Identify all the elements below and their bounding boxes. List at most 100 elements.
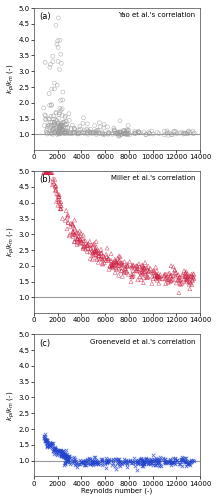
- Point: [47, 90, 51, 98]
- Point: [136, 458, 140, 466]
- Point: [100, 457, 104, 465]
- Point: [140, 457, 144, 465]
- Point: [170, 275, 174, 283]
- Point: [45, 436, 49, 444]
- Point: [96, 458, 100, 466]
- Point: [131, 272, 135, 280]
- Point: [103, 253, 106, 261]
- Point: [53, 128, 56, 136]
- Point: [117, 264, 120, 272]
- Point: [64, 124, 68, 132]
- Point: [148, 456, 151, 464]
- Point: [49, 168, 53, 176]
- Point: [117, 458, 120, 466]
- Point: [58, 447, 61, 455]
- Point: [163, 456, 167, 464]
- Point: [123, 265, 127, 273]
- Point: [85, 125, 89, 133]
- Point: [95, 458, 98, 466]
- Point: [44, 168, 47, 176]
- Point: [63, 118, 66, 126]
- Point: [173, 269, 177, 277]
- Point: [52, 446, 55, 454]
- Point: [95, 460, 98, 468]
- Point: [50, 85, 53, 93]
- Point: [146, 273, 150, 281]
- Point: [121, 272, 124, 280]
- Point: [179, 455, 182, 463]
- Point: [64, 454, 68, 462]
- Point: [42, 434, 45, 442]
- Point: [136, 456, 140, 464]
- Point: [62, 461, 66, 469]
- Point: [135, 262, 139, 270]
- Point: [151, 462, 155, 469]
- Point: [59, 205, 62, 213]
- Point: [46, 168, 49, 176]
- Point: [143, 264, 146, 272]
- Point: [59, 448, 62, 456]
- Point: [155, 458, 158, 466]
- Point: [135, 267, 138, 275]
- Point: [80, 238, 83, 246]
- Point: [66, 455, 70, 463]
- Point: [118, 129, 122, 137]
- Point: [136, 458, 140, 466]
- Point: [126, 262, 129, 270]
- Point: [42, 434, 46, 442]
- Point: [90, 459, 94, 467]
- Point: [152, 451, 155, 459]
- Point: [109, 456, 112, 464]
- Point: [169, 277, 173, 285]
- Point: [60, 450, 63, 458]
- Point: [48, 63, 52, 71]
- Point: [118, 128, 122, 136]
- Point: [113, 128, 116, 136]
- Point: [59, 452, 63, 460]
- Point: [90, 246, 94, 254]
- Text: Miller et al.'s correlation: Miller et al.'s correlation: [111, 176, 195, 182]
- Point: [64, 452, 68, 460]
- Point: [166, 132, 170, 140]
- Point: [94, 244, 97, 252]
- Point: [44, 168, 48, 176]
- Point: [157, 274, 160, 282]
- Point: [59, 129, 62, 137]
- Point: [66, 212, 70, 220]
- Point: [112, 262, 115, 270]
- Point: [51, 180, 54, 188]
- Point: [45, 436, 48, 444]
- Point: [192, 130, 195, 138]
- Point: [64, 456, 67, 464]
- Point: [158, 272, 161, 280]
- Point: [117, 462, 120, 469]
- Point: [191, 456, 195, 464]
- Point: [130, 262, 134, 270]
- Point: [51, 126, 54, 134]
- Point: [55, 116, 59, 124]
- Point: [160, 275, 164, 283]
- Point: [71, 458, 74, 466]
- Point: [140, 459, 144, 467]
- Point: [79, 236, 83, 244]
- Point: [185, 460, 189, 468]
- Point: [44, 168, 47, 176]
- Point: [112, 124, 115, 132]
- Point: [105, 458, 108, 466]
- Point: [177, 274, 181, 282]
- Point: [178, 129, 181, 137]
- Point: [57, 129, 60, 137]
- Point: [113, 126, 116, 134]
- Point: [91, 459, 94, 467]
- Point: [58, 130, 61, 138]
- Point: [102, 120, 106, 128]
- Point: [51, 129, 54, 137]
- Point: [96, 460, 100, 468]
- Point: [44, 168, 47, 176]
- Point: [146, 460, 150, 468]
- Point: [63, 460, 67, 468]
- Point: [97, 128, 100, 136]
- Point: [61, 122, 64, 130]
- Point: [146, 268, 150, 276]
- Point: [169, 461, 173, 469]
